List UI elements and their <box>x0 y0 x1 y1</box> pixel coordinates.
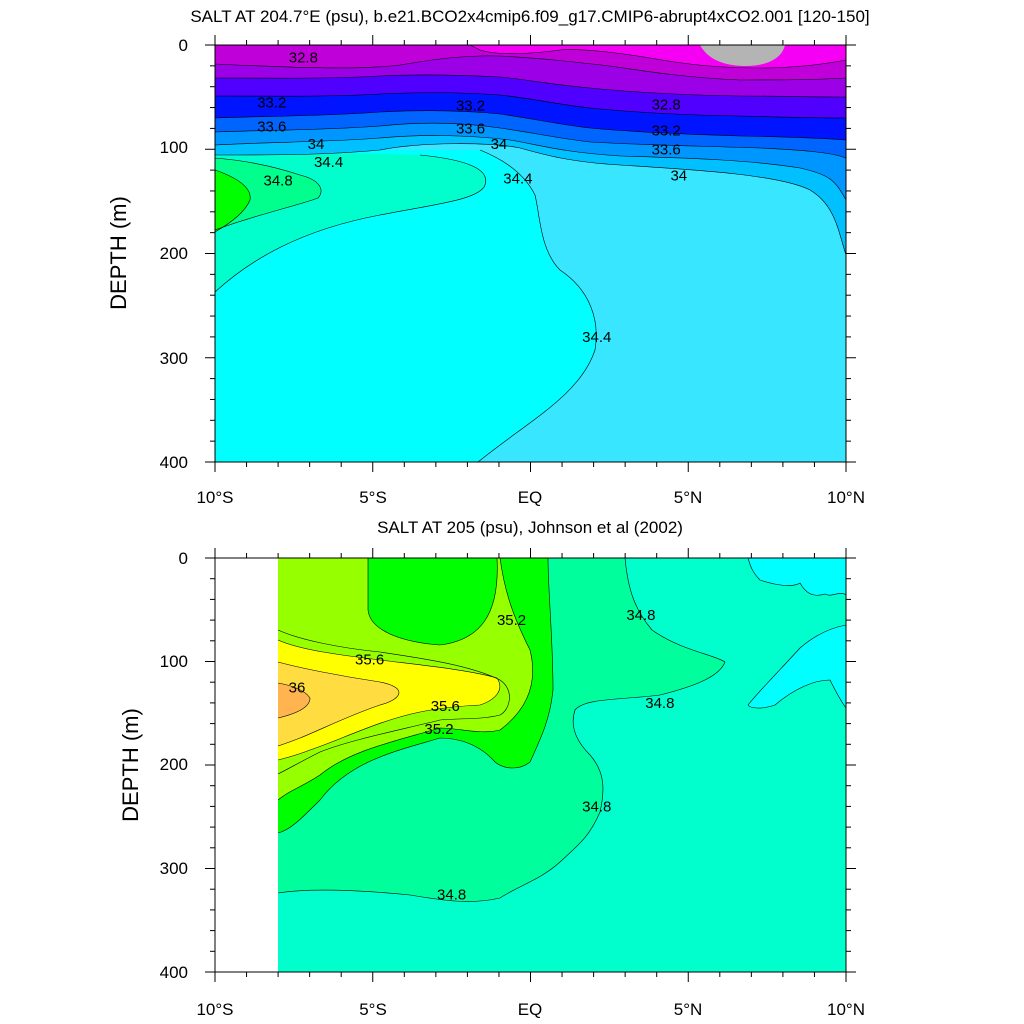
model-contour-fills <box>215 45 846 462</box>
model-x-tick-label: 5°N <box>674 488 703 507</box>
obs-contour-label: 35.2 <box>424 721 453 738</box>
model-panel-title: SALT AT 204.7°E (psu), b.e21.BCO2x4cmip6… <box>190 7 869 26</box>
obs-y-tick-label: 100 <box>160 652 188 671</box>
model-contour-label: 33.2 <box>652 122 681 139</box>
model-contour-label: 33.6 <box>257 118 286 135</box>
model-contour-label: 34.4 <box>314 154 343 171</box>
model-x-tick-label: 10°N <box>827 488 865 507</box>
model-contour-labels: 32.8 33.2 33.2 32.8 33.6 33.6 33.2 34 34 33.6 34.4… <box>257 50 687 346</box>
model-x-tick-label: 10°S <box>196 488 233 507</box>
obs-y-tick-label: 400 <box>160 963 188 982</box>
obs-y-tick-label: 0 <box>179 549 188 568</box>
obs-fill-below-34.6-north <box>748 558 846 596</box>
model-contour-label: 34 <box>491 136 508 153</box>
obs-contour-fills <box>278 558 846 972</box>
model-y-tick-label: 300 <box>160 349 188 368</box>
model-contour-label: 34.4 <box>503 170 532 187</box>
model-fill-35-plus <box>215 170 251 232</box>
obs-x-axis: 10°S 5°S EQ 5°N 10°N <box>196 1000 865 1019</box>
model-contour-label: 32.8 <box>652 96 681 113</box>
obs-contour-label: 35.6 <box>355 651 384 668</box>
obs-contour-label: 35.2 <box>497 612 526 629</box>
model-salinity-panel: SALT AT 204.7°E (psu), b.e21.BCO2x4cmip6… <box>106 7 870 507</box>
model-y-axis: 0 100 200 300 400 DEPTH (m) <box>106 36 188 472</box>
obs-panel-title: SALT AT 205 (psu), Johnson et al (2002) <box>377 518 683 537</box>
obs-fill-35.8-36 <box>278 662 399 746</box>
obs-fill-below-34.6-east <box>748 625 846 709</box>
model-y-axis-label: DEPTH (m) <box>106 196 131 310</box>
obs-contour-label: 34.8 <box>437 886 466 903</box>
obs-contour-label: 34.8 <box>645 695 674 712</box>
model-contour-label: 34.4 <box>582 329 611 346</box>
model-contour-label: 33.2 <box>456 97 485 114</box>
model-contour-label: 32.8 <box>289 50 318 67</box>
obs-y-axis: 0 100 200 300 400 DEPTH (m) <box>118 549 188 982</box>
obs-contour-label: 34.8 <box>626 607 655 624</box>
obs-y-tick-label: 300 <box>160 859 188 878</box>
obs-contour-label: 35.6 <box>431 698 460 715</box>
model-y-tick-label: 100 <box>160 138 188 157</box>
obs-y-tick-label: 200 <box>160 755 188 774</box>
obs-x-tick-label: EQ <box>518 1000 543 1019</box>
obs-salinity-panel: SALT AT 205 (psu), Johnson et al (2002) <box>118 518 865 1019</box>
obs-x-tick-label: 5°S <box>359 1000 387 1019</box>
model-contour-label: 34 <box>308 136 325 153</box>
model-contour-lines <box>214 44 847 463</box>
obs-x-tick-label: 10°N <box>827 1000 865 1019</box>
model-land-missing <box>700 45 785 66</box>
obs-contour-label: 34.8 <box>582 798 611 815</box>
model-contour-label: 33.6 <box>652 141 681 158</box>
model-x-axis: 10°S 5°S EQ 5°N 10°N <box>196 488 865 507</box>
model-contour-label: 34.8 <box>263 173 292 190</box>
obs-axis-ticks <box>205 548 856 982</box>
model-x-tick-label: 5°S <box>359 488 387 507</box>
obs-contour-lines <box>277 557 847 902</box>
obs-x-tick-label: 5°N <box>674 1000 703 1019</box>
model-x-tick-label: EQ <box>518 488 543 507</box>
obs-y-axis-label: DEPTH (m) <box>118 708 143 822</box>
model-contour-label: 33.2 <box>257 94 286 111</box>
model-y-tick-label: 400 <box>160 453 188 472</box>
model-y-tick-label: 200 <box>160 244 188 263</box>
obs-x-tick-label: 10°S <box>196 1000 233 1019</box>
model-y-tick-label: 0 <box>179 36 188 55</box>
model-axis-ticks <box>205 35 856 472</box>
obs-contour-label: 36 <box>289 679 306 696</box>
obs-contour-labels: 35.2 34.8 35.6 36 35.6 35.2 34.8 34.8 34.8 <box>289 607 675 903</box>
model-contour-label: 34 <box>670 167 687 184</box>
model-contour-label: 33.6 <box>456 120 485 137</box>
